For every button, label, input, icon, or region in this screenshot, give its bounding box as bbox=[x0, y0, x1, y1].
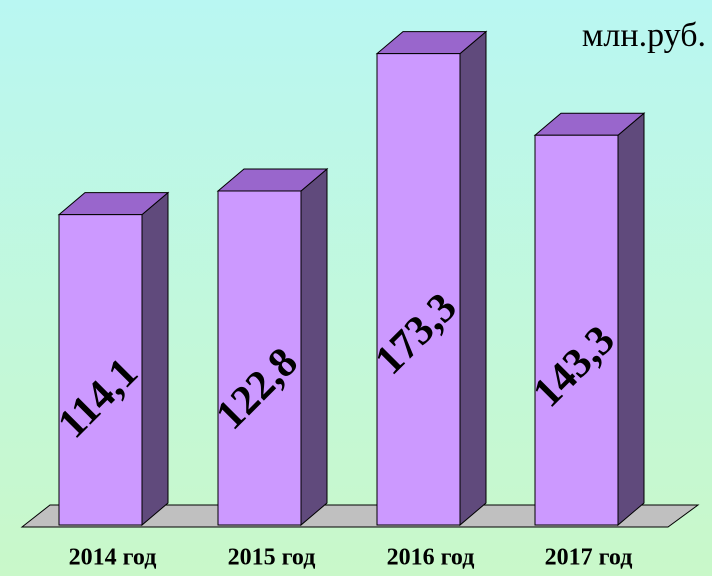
bar bbox=[217, 190, 302, 526]
x-tick-label: 2017 год bbox=[545, 545, 633, 571]
bar-side bbox=[617, 112, 645, 527]
bar bbox=[376, 53, 461, 526]
x-tick-label: 2014 год bbox=[69, 545, 157, 571]
bar-side bbox=[300, 167, 328, 527]
bar-side bbox=[141, 191, 169, 527]
bar bbox=[58, 214, 143, 526]
x-tick-label: 2016 год bbox=[387, 545, 475, 571]
bar bbox=[534, 134, 619, 526]
x-tick-label: 2015 год bbox=[228, 545, 316, 571]
unit-label: млн.руб. bbox=[582, 17, 706, 54]
floor bbox=[20, 504, 700, 528]
bar-side bbox=[459, 30, 487, 527]
